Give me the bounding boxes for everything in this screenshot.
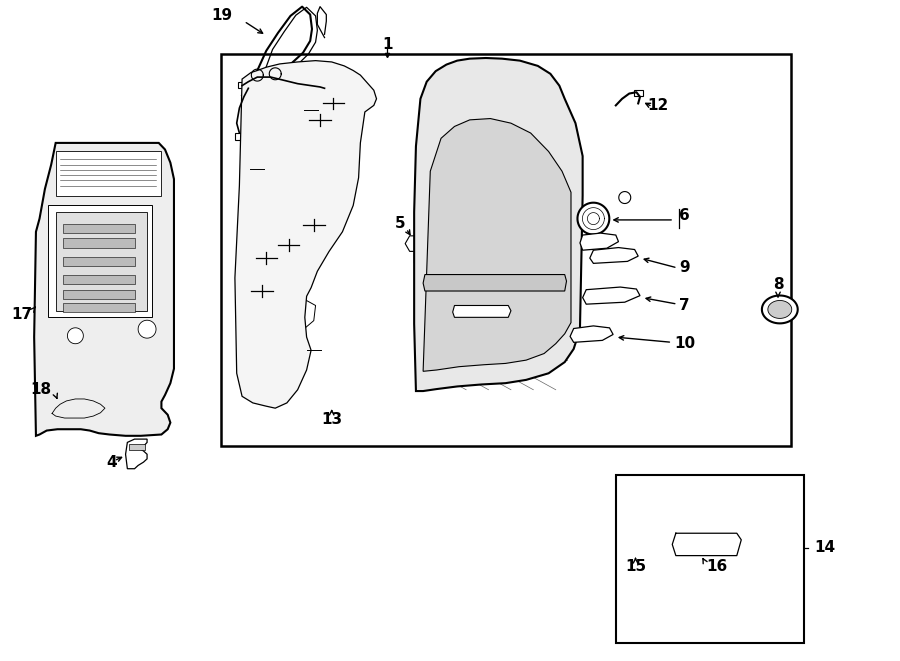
Bar bbox=[221, 54, 790, 446]
Polygon shape bbox=[619, 192, 631, 204]
Polygon shape bbox=[670, 486, 696, 506]
Polygon shape bbox=[63, 224, 134, 233]
Polygon shape bbox=[644, 486, 669, 506]
Polygon shape bbox=[63, 239, 134, 248]
Text: 11: 11 bbox=[500, 96, 521, 111]
Polygon shape bbox=[500, 122, 540, 135]
Polygon shape bbox=[578, 203, 609, 235]
Polygon shape bbox=[553, 197, 562, 207]
Polygon shape bbox=[634, 90, 643, 96]
Text: 15: 15 bbox=[625, 559, 646, 574]
Polygon shape bbox=[697, 486, 723, 506]
Text: 9: 9 bbox=[680, 260, 690, 276]
Text: 16: 16 bbox=[706, 559, 728, 574]
Text: 3: 3 bbox=[512, 267, 523, 282]
Polygon shape bbox=[134, 171, 148, 185]
Polygon shape bbox=[580, 233, 618, 251]
Polygon shape bbox=[434, 219, 452, 234]
Polygon shape bbox=[423, 274, 566, 291]
Polygon shape bbox=[414, 58, 582, 391]
Text: 18: 18 bbox=[30, 382, 51, 397]
Polygon shape bbox=[405, 236, 423, 251]
Polygon shape bbox=[130, 444, 145, 450]
Text: 4: 4 bbox=[106, 455, 116, 470]
Polygon shape bbox=[582, 287, 640, 304]
Polygon shape bbox=[238, 83, 248, 89]
Polygon shape bbox=[626, 538, 647, 555]
Polygon shape bbox=[768, 301, 792, 319]
Polygon shape bbox=[625, 484, 787, 507]
Polygon shape bbox=[724, 486, 750, 506]
Polygon shape bbox=[453, 305, 511, 317]
Polygon shape bbox=[235, 61, 376, 408]
Polygon shape bbox=[63, 290, 134, 299]
Text: 17: 17 bbox=[11, 307, 32, 321]
Polygon shape bbox=[63, 303, 134, 312]
Polygon shape bbox=[49, 206, 152, 317]
Polygon shape bbox=[629, 541, 642, 548]
Polygon shape bbox=[423, 118, 571, 371]
Text: 10: 10 bbox=[674, 336, 696, 351]
Text: 8: 8 bbox=[773, 277, 783, 292]
Polygon shape bbox=[56, 212, 147, 311]
Text: 5: 5 bbox=[394, 216, 405, 231]
Polygon shape bbox=[56, 151, 161, 196]
Polygon shape bbox=[570, 326, 613, 342]
Polygon shape bbox=[680, 539, 696, 551]
Text: 6: 6 bbox=[680, 208, 690, 223]
Polygon shape bbox=[138, 320, 156, 338]
Polygon shape bbox=[590, 248, 638, 263]
Text: 13: 13 bbox=[321, 412, 342, 427]
Text: 2: 2 bbox=[570, 177, 580, 192]
Polygon shape bbox=[547, 192, 568, 212]
Polygon shape bbox=[63, 274, 134, 284]
Polygon shape bbox=[498, 283, 506, 290]
Polygon shape bbox=[711, 539, 727, 551]
Polygon shape bbox=[127, 164, 155, 192]
Polygon shape bbox=[320, 84, 329, 89]
Text: 7: 7 bbox=[680, 298, 690, 313]
Text: 19: 19 bbox=[211, 9, 232, 23]
Polygon shape bbox=[275, 299, 316, 334]
Polygon shape bbox=[235, 133, 246, 139]
Bar bbox=[616, 475, 804, 643]
Polygon shape bbox=[703, 531, 734, 557]
Text: 12: 12 bbox=[647, 98, 669, 113]
Polygon shape bbox=[482, 259, 504, 281]
Text: 14: 14 bbox=[814, 540, 835, 555]
Polygon shape bbox=[671, 531, 704, 557]
Polygon shape bbox=[488, 265, 498, 275]
Polygon shape bbox=[45, 394, 110, 421]
Polygon shape bbox=[419, 227, 437, 243]
Polygon shape bbox=[68, 328, 84, 344]
Polygon shape bbox=[63, 256, 134, 266]
Polygon shape bbox=[752, 486, 778, 506]
Text: 1: 1 bbox=[382, 37, 392, 52]
Polygon shape bbox=[34, 143, 174, 436]
Polygon shape bbox=[126, 439, 147, 469]
Polygon shape bbox=[762, 295, 797, 323]
